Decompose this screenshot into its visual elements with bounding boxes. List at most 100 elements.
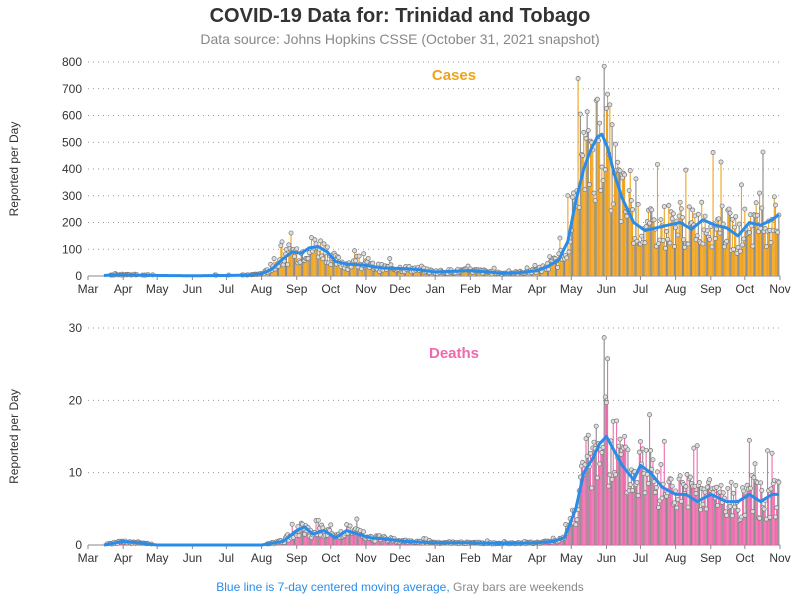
daily-marker: [679, 214, 685, 220]
daily-marker: [571, 190, 576, 196]
y-tick-label: 500: [62, 135, 82, 149]
daily-marker: [622, 172, 628, 178]
daily-marker: [609, 476, 615, 482]
daily-marker: [279, 239, 285, 245]
moving-average-line: [103, 132, 780, 278]
x-tick-label: Oct: [321, 282, 340, 296]
daily-marker: [593, 423, 599, 429]
daily-marker: [289, 521, 295, 527]
daily-marker: [320, 256, 326, 262]
daily-marker: [635, 201, 641, 207]
daily-marker: [682, 244, 688, 250]
daily-marker: [653, 485, 659, 491]
daily-marker: [716, 216, 722, 222]
daily-marker: [753, 200, 759, 206]
daily-bars: [104, 337, 780, 545]
daily-marker: [585, 432, 591, 438]
daily-marker: [702, 489, 708, 495]
x-tick-label: Sep: [286, 282, 308, 296]
x-tick-label: Nov: [769, 551, 790, 565]
daily-marker: [742, 512, 748, 518]
x-tick-label: Mar: [492, 551, 513, 565]
daily-marker: [773, 202, 778, 208]
daily-marker: [644, 471, 650, 477]
daily-marker: [585, 127, 591, 133]
daily-marker: [591, 190, 597, 196]
x-tick-label: Apr: [528, 551, 547, 565]
daily-marker: [607, 102, 613, 108]
daily-marker: [734, 250, 740, 256]
daily-marker: [588, 450, 594, 456]
daily-marker: [710, 150, 716, 155]
daily-marker: [714, 226, 719, 232]
daily-marker: [731, 490, 736, 496]
daily-marker: [353, 258, 359, 264]
daily-marker: [582, 187, 588, 193]
daily-marker: [647, 412, 652, 418]
daily-marker: [768, 240, 774, 245]
x-tick-label: Aug: [251, 551, 272, 565]
x-tick-label: Jun: [597, 282, 616, 296]
daily-marker: [685, 504, 691, 510]
daily-marker: [656, 504, 662, 510]
panel-title: Cases: [432, 67, 476, 84]
daily-marker: [746, 229, 752, 235]
daily-marker: [693, 491, 699, 496]
daily-marker: [686, 204, 692, 210]
x-tick-label: Mar: [78, 551, 99, 565]
daily-marker: [315, 517, 321, 523]
daily-marker: [370, 260, 376, 266]
daily-marker: [683, 167, 689, 173]
daily-marker: [669, 216, 675, 222]
daily-marker: [569, 194, 575, 200]
daily-marker: [727, 210, 733, 216]
daily-marker: [614, 418, 620, 424]
x-tick-label: Jul: [633, 282, 648, 296]
daily-marker: [600, 444, 606, 450]
daily-marker: [752, 461, 758, 467]
daily-marker: [615, 159, 621, 165]
daily-marker: [318, 238, 324, 244]
y-tick-label: 0: [75, 538, 82, 552]
footnote-weekends: Gray bars are weekends: [453, 580, 584, 594]
x-tick-label: Jul: [219, 282, 234, 296]
x-tick-label: Nov: [355, 282, 376, 296]
daily-marker: [761, 506, 767, 512]
daily-marker: [726, 206, 732, 212]
daily-marker: [735, 244, 741, 250]
daily-marker: [296, 533, 302, 538]
daily-marker: [672, 500, 677, 506]
daily-marker: [305, 256, 311, 261]
daily-marker: [754, 212, 760, 218]
daily-marker: [624, 213, 630, 219]
daily-marker: [642, 490, 648, 496]
x-tick-label: Nov: [355, 551, 376, 565]
daily-bars: [103, 66, 780, 276]
daily-marker: [584, 453, 590, 459]
y-tick-label: 400: [62, 162, 82, 176]
daily-marker: [677, 473, 683, 479]
daily-marker: [292, 254, 297, 260]
x-tick-label: Feb: [460, 551, 481, 565]
daily-marker: [733, 214, 739, 220]
daily-marker: [690, 207, 696, 213]
daily-marker: [685, 241, 691, 247]
x-tick-label: Sep: [700, 551, 722, 565]
x-tick-label: Dec: [389, 282, 410, 296]
daily-marker: [271, 256, 277, 262]
y-tick-label: 700: [62, 82, 82, 96]
x-tick-label: Apr: [528, 282, 547, 296]
daily-marker: [765, 448, 770, 454]
daily-marker: [662, 245, 668, 251]
daily-marker: [651, 217, 657, 223]
y-tick-label: 20: [69, 393, 83, 407]
x-tick-label: May: [560, 551, 583, 565]
daily-marker: [740, 242, 746, 248]
daily-marker: [720, 490, 726, 496]
daily-marker: [700, 501, 706, 507]
daily-marker: [725, 485, 731, 491]
daily-marker: [678, 206, 684, 212]
daily-marker: [667, 240, 673, 246]
daily-marker: [718, 482, 724, 488]
daily-marker: [707, 236, 713, 242]
